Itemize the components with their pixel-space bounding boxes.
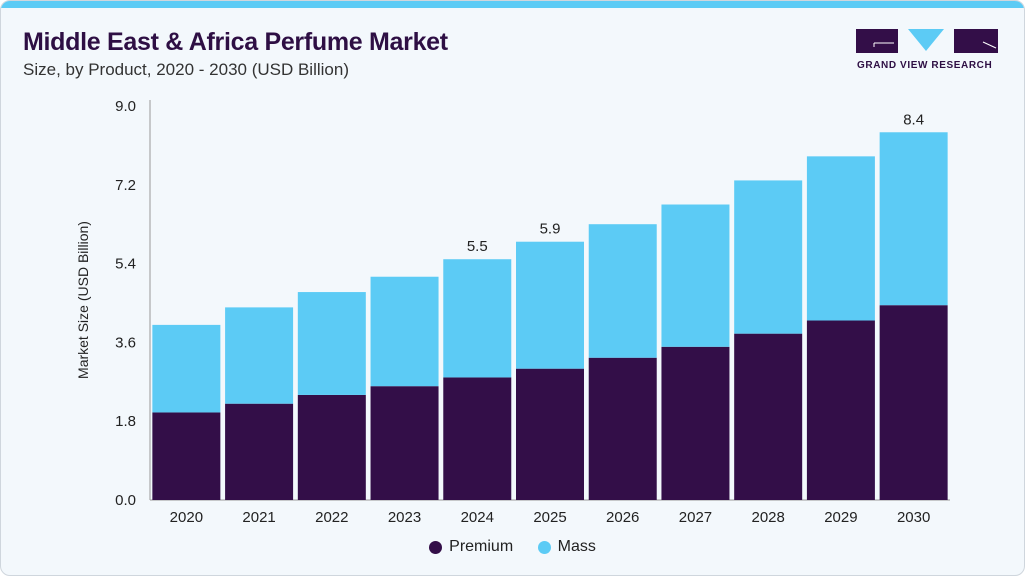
bar-premium-2023 <box>370 386 439 500</box>
x-tick-label: 2024 <box>461 509 494 526</box>
x-tick-label: 2026 <box>606 509 639 526</box>
bar-premium-2020 <box>152 412 221 500</box>
y-tick-label: 9.0 <box>115 98 136 115</box>
x-tick-label: 2027 <box>679 509 712 526</box>
bar-mass-2022 <box>297 292 366 395</box>
bar-mass-2028 <box>734 180 803 334</box>
bar-premium-2024 <box>443 377 512 500</box>
legend-label: Mass <box>557 538 596 555</box>
x-tick-label: 2025 <box>533 509 566 526</box>
x-tick-label: 2020 <box>170 509 203 526</box>
y-axis-label: Market Size (USD Billion) <box>75 221 91 379</box>
grand-view-research-logo <box>856 29 998 53</box>
y-tick-label: 7.2 <box>115 177 136 194</box>
accent-bar <box>1 1 1024 8</box>
bar-mass-2030 <box>879 132 948 306</box>
data-label: 5.9 <box>540 221 561 238</box>
legend: Premium Mass <box>0 538 1025 559</box>
x-tick-label: 2028 <box>751 509 784 526</box>
legend-item-premium: Premium <box>429 538 513 556</box>
bar-mass-2024 <box>443 259 512 378</box>
legend-label: Premium <box>449 538 514 555</box>
data-label: 5.5 <box>467 238 488 255</box>
data-label: 8.4 <box>903 111 924 128</box>
bar-premium-2021 <box>225 403 294 500</box>
bar-mass-2029 <box>806 156 875 321</box>
bar-mass-2025 <box>516 241 584 369</box>
y-tick-label: 5.4 <box>115 256 136 273</box>
bar-mass-2020 <box>152 324 221 413</box>
x-tick-label: 2029 <box>824 509 857 526</box>
y-tick-label: 0.0 <box>115 492 136 509</box>
x-tick-label: 2023 <box>388 509 421 526</box>
chart-title: Middle East & Africa Perfume Market <box>23 28 448 56</box>
bar-premium-2025 <box>516 368 584 500</box>
premium-swatch <box>429 540 443 554</box>
y-tick-label: 1.8 <box>115 413 136 430</box>
bar-mass-2023 <box>370 276 439 387</box>
y-tick-label: 3.6 <box>115 334 136 351</box>
bar-mass-2026 <box>588 224 657 358</box>
bar-premium-2029 <box>806 320 875 500</box>
bar-premium-2026 <box>588 357 657 500</box>
bar-premium-2030 <box>879 305 948 500</box>
bar-mass-2021 <box>225 307 294 404</box>
x-tick-label: 2030 <box>897 509 930 526</box>
logo-text: GRAND VIEW RESEARCH <box>857 60 993 71</box>
x-tick-label: 2021 <box>242 509 275 526</box>
bar-premium-2022 <box>297 394 366 500</box>
bar-premium-2027 <box>661 346 730 500</box>
mass-swatch <box>537 540 551 554</box>
legend-item-mass: Mass <box>537 538 596 556</box>
bar-premium-2028 <box>734 333 803 500</box>
x-tick-label: 2022 <box>315 509 348 526</box>
chart-subtitle: Size, by Product, 2020 - 2030 (USD Billi… <box>23 60 349 79</box>
bar-mass-2027 <box>661 204 730 347</box>
